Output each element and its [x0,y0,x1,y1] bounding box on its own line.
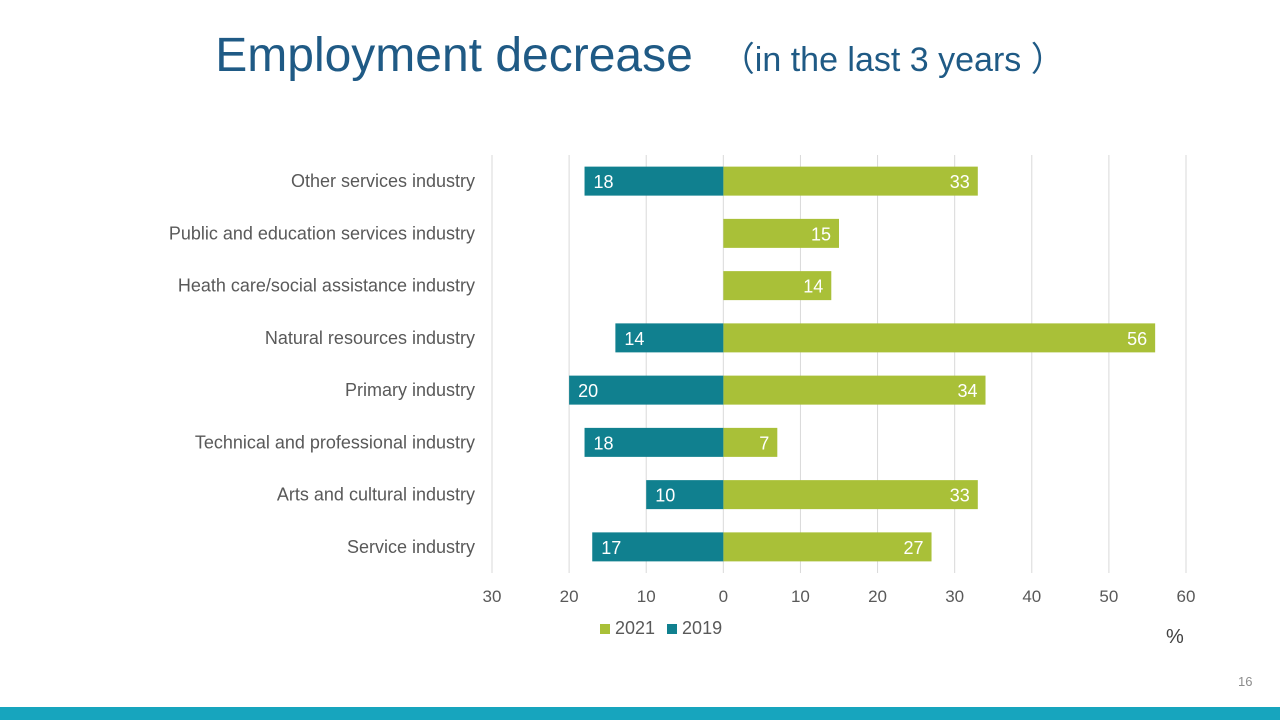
data-label-2019: 18 [594,172,614,192]
data-label-2019: 20 [578,381,598,401]
x-tick-label: 30 [945,587,964,606]
bar-2021 [723,480,978,510]
bar-2019 [569,375,724,405]
legend-label-2019: 2019 [682,618,723,638]
bar-2021 [723,427,778,457]
bar-2019 [584,166,724,196]
bar-2019 [592,532,724,562]
legend-swatch-2021 [600,623,610,634]
category-label: Natural resources industry [265,328,475,348]
legend-item-2021: 2021 [600,618,655,639]
footer-bar [0,707,1280,720]
category-label: Heath care/social assistance industry [178,276,475,296]
data-label-2019: 17 [601,538,621,558]
bar-2021 [723,218,839,248]
category-label: Arts and cultural industry [277,485,475,505]
x-tick-label: 0 [719,587,728,606]
category-label: Other services industry [291,171,475,191]
x-tick-label: 30 [483,587,502,606]
slide-title: Employment decrease [215,29,693,82]
slide-subtitle: （in the last 3 years ） [720,41,1065,79]
x-tick-label: 10 [791,587,810,606]
legend-item-2019: 2019 [667,618,722,639]
chart-legend: 2021 2019 [600,618,734,639]
legend-swatch-2019 [667,623,678,634]
data-label-2019: 14 [624,329,644,349]
page-number: 16 [1238,674,1253,689]
data-label-2021: 34 [957,381,977,401]
x-tick-label: 20 [868,587,887,606]
bar-2021 [723,375,986,405]
data-label-2021: 14 [803,277,823,297]
unit-label: % [1166,626,1184,648]
data-label-2021: 33 [950,486,970,506]
data-label-2019: 10 [655,486,675,506]
data-label-2021: 56 [1127,329,1147,349]
category-label: Public and education services industry [169,223,475,243]
bar-2019 [584,427,724,457]
bar-2019 [646,480,724,510]
category-label: Service industry [347,537,475,557]
category-label: Primary industry [345,380,475,400]
data-label-2019: 18 [594,433,614,453]
bar-2021 [723,323,1156,353]
category-label: Technical and professional industry [195,432,475,452]
x-tick-label: 20 [560,587,579,606]
x-tick-label: 40 [1022,587,1041,606]
data-label-2021: 33 [950,172,970,192]
x-tick-label: 10 [637,587,656,606]
data-label-2021: 15 [811,224,831,244]
bar-2019 [615,323,724,353]
bar-2021 [723,166,978,196]
bar-2021 [723,271,832,301]
legend-label-2021: 2021 [615,618,656,638]
data-label-2021: 7 [759,433,769,453]
data-label-2021: 27 [904,538,924,558]
x-tick-label: 50 [1099,587,1118,606]
bar-2021 [723,532,932,562]
x-tick-label: 60 [1177,587,1196,606]
title-row: Employment decrease （in the last 3 years … [0,28,1280,83]
